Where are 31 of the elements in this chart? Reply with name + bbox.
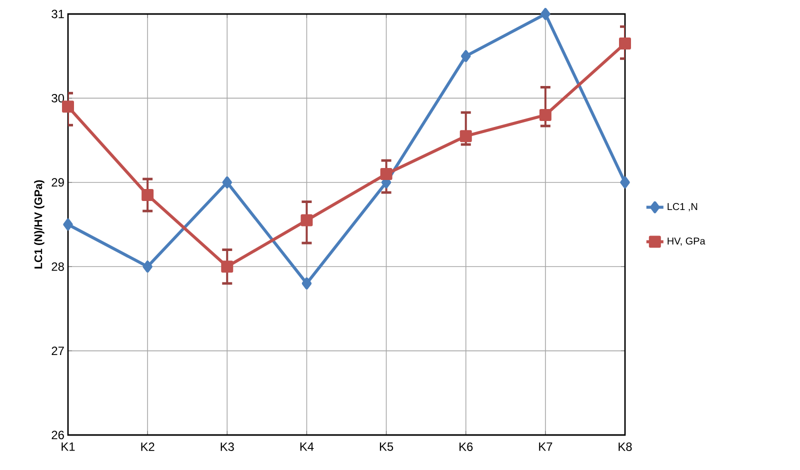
- x-tick-label: K8: [618, 442, 632, 451]
- point: [380, 168, 392, 180]
- point: [222, 176, 232, 188]
- point: [142, 189, 154, 202]
- legend-label: HV, GPa: [668, 237, 706, 246]
- point: [540, 8, 550, 20]
- point: [539, 109, 552, 122]
- x-tick-label: K6: [460, 442, 473, 451]
- y-tick-label: 30: [52, 94, 64, 102]
- x-tick-label: K5: [380, 442, 394, 451]
- point: [619, 37, 632, 50]
- point: [620, 176, 630, 188]
- y-axis-title: LC1 (N)/HV (GPa): [34, 180, 44, 269]
- x-tick-label: K3: [220, 442, 234, 451]
- x-tick-label: K1: [62, 442, 75, 451]
- y-tick-label: 28: [52, 262, 64, 271]
- point: [221, 260, 234, 273]
- y-tick-label: 29: [52, 178, 64, 187]
- x-tick-label: K7: [539, 442, 552, 451]
- x-tick-label: K4: [300, 442, 314, 451]
- point: [142, 260, 152, 273]
- y-tick-label: 27: [52, 346, 64, 355]
- point: [302, 277, 312, 290]
- point: [460, 50, 471, 62]
- point: [63, 218, 73, 230]
- point: [62, 100, 74, 113]
- legend-label: LC1 ,N: [668, 203, 698, 212]
- y-tick-label: 31: [52, 10, 64, 18]
- point: [300, 214, 313, 226]
- y-tick-label: 26: [52, 430, 64, 440]
- x-tick-label: K2: [141, 442, 154, 451]
